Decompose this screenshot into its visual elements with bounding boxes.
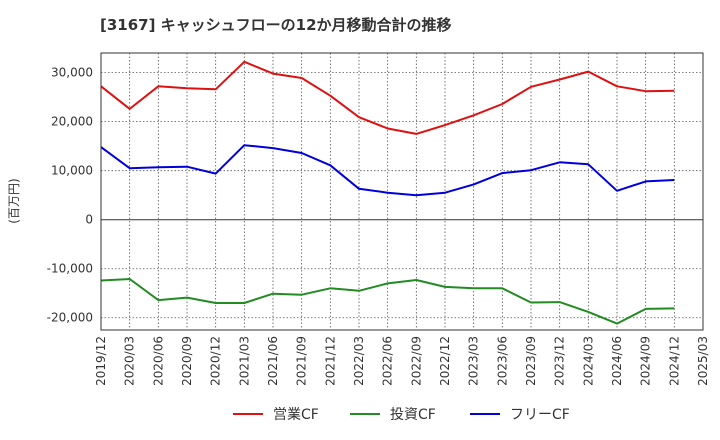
x-tick-label: 2022/12 [438,336,452,386]
x-tick-label: 2025/03 [696,336,710,386]
x-tick-label: 2023/03 [467,336,481,386]
x-tick-label: 2020/09 [180,336,194,386]
series-lines [100,60,675,325]
x-tick-labels: 2019/12 2020/03 2020/06 2020/09 2020/12 2021/… [94,336,710,386]
x-tick-label: 2023/12 [553,336,567,386]
y-axis-label: (百万円) [7,178,21,223]
x-tick-label: 2024/06 [610,336,624,386]
x-tick-label: 2023/06 [495,336,509,386]
series-line-営業CF [100,60,675,135]
y-tick-label: 20,000 [51,115,93,129]
x-tick-label: 2023/09 [524,336,538,386]
x-tick-label: 2020/06 [151,336,165,386]
x-tick-label: 2021/06 [266,336,280,386]
legend-label: 営業CF [273,407,319,423]
x-tick-label: 2022/06 [381,336,395,386]
x-tick-label: 2024/03 [581,336,595,386]
y-tick-labels: 30,000 20,000 10,000 0 -10,000 -20,000 [47,66,93,325]
y-tick-label: -20,000 [47,311,93,325]
x-tick-label: 2022/03 [352,336,366,386]
series-line-フリーCF [100,144,675,197]
y-tick-label: 0 [85,213,93,227]
legend-label: 投資CF [390,407,436,423]
x-tick-label: 2021/12 [323,336,337,386]
x-tick-label: 2020/12 [209,336,223,386]
chart-title: [3167] キャッシュフローの12か月移動合計の推移 [100,16,452,34]
x-tick-label: 2021/03 [237,336,251,386]
x-tick-label: 2021/09 [295,336,309,386]
plot-frame [100,52,704,331]
x-tick-label: 2024/12 [667,336,681,386]
legend-label: フリーCF [510,407,570,423]
x-tick-label: 2022/09 [409,336,423,386]
x-tick-label: 2019/12 [94,336,108,386]
y-tick-label: -10,000 [47,262,93,276]
legend: 営業CF 投資CF フリーCF [233,407,570,423]
y-tick-label: 10,000 [51,164,93,178]
series-line-投資CF [100,278,675,325]
grid [101,53,703,330]
x-tick-label: 2024/09 [639,336,653,386]
x-tick-label: 2020/03 [123,336,137,386]
y-tick-label: 30,000 [51,66,93,80]
